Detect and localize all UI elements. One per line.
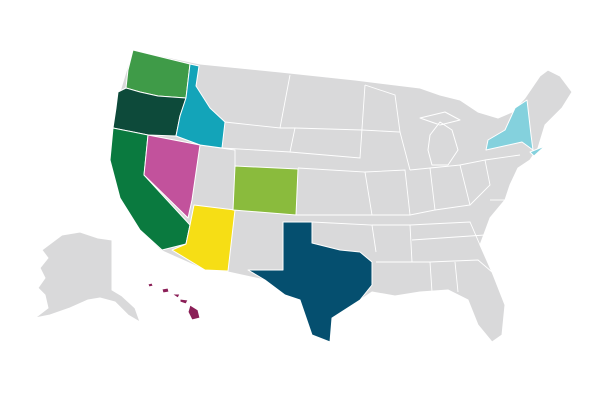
state-hi[interactable] [147, 282, 201, 321]
state-ny[interactable] [485, 99, 546, 157]
state-tx[interactable] [247, 221, 373, 343]
state-nv[interactable] [143, 134, 201, 219]
state-co[interactable] [232, 165, 299, 216]
state-az[interactable] [171, 204, 236, 272]
state-id[interactable] [175, 63, 226, 149]
state-ak[interactable] [34, 231, 141, 323]
state-mi[interactable] [419, 111, 461, 166]
